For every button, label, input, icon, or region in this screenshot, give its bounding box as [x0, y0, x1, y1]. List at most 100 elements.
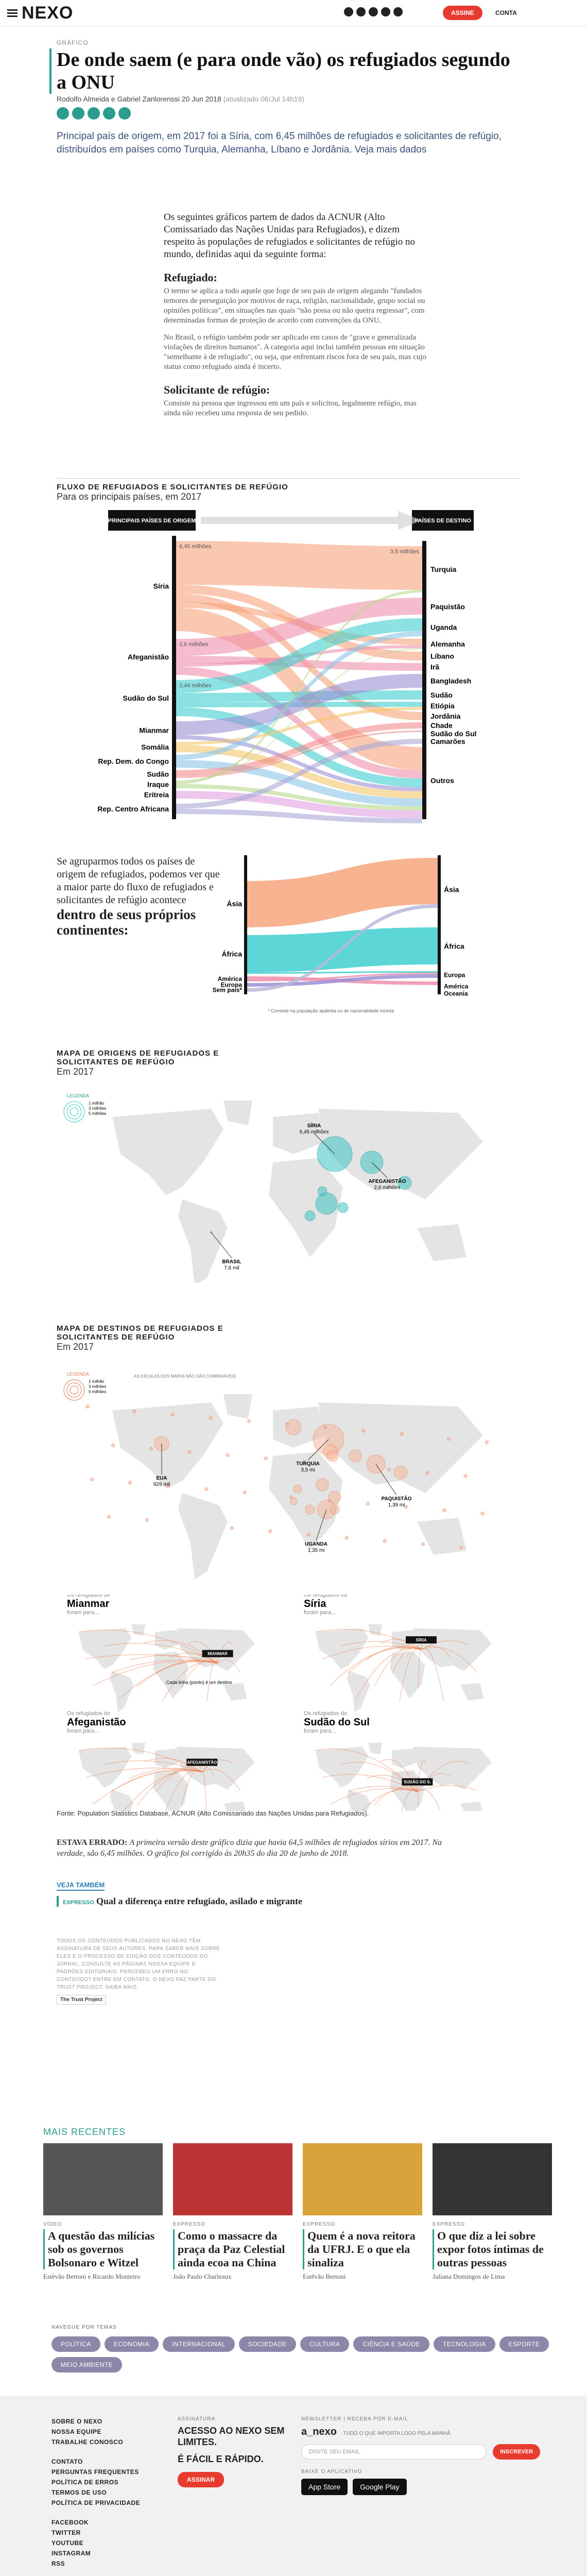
legend-label: 5 milhões: [89, 1389, 106, 1394]
news-button[interactable]: INSCREVER: [493, 2444, 541, 2460]
definition-text: No Brasil, o refúgio também pode ser apl…: [164, 333, 426, 371]
card-title: Quem é a nova reitora da UFRJ. E o que e…: [303, 2229, 422, 2269]
land: [413, 1628, 492, 1671]
recent-card[interactable]: EXPRESSO O que diz a lei sobre expor foto…: [433, 2143, 552, 2281]
recent-title: MAIS RECENTES: [43, 2127, 126, 2137]
topic-tag[interactable]: ECONOMIA: [104, 2336, 159, 2352]
legend-bubble: [63, 1379, 85, 1401]
recent-card[interactable]: EXPRESSO Quem é a nova reitora da UFRJ. E…: [303, 2143, 422, 2281]
definitions: Os seguintes gráficos partem de dados da…: [164, 211, 426, 418]
footer-link[interactable]: TWITTER: [51, 2529, 81, 2536]
footer-link[interactable]: SOBRE O NEXO: [51, 2418, 102, 2425]
thumbnail: [303, 2143, 422, 2215]
social-icon[interactable]: [356, 7, 366, 16]
small-bubble: [459, 1546, 463, 1550]
footer-link[interactable]: INSTAGRAM: [51, 2550, 91, 2557]
topic-tag[interactable]: CULTURA: [300, 2336, 350, 2352]
map-subtitle: Em 2017: [57, 1066, 94, 1077]
destination-bar: [422, 541, 426, 819]
topic-tag[interactable]: INTERNACIONAL: [163, 2336, 235, 2352]
small-bubble: [243, 1490, 247, 1495]
footer-link[interactable]: FACEBOOK: [51, 2519, 89, 2526]
footer-link[interactable]: POLÍTICA DE PRIVACIDADE: [51, 2499, 141, 2506]
sub-button[interactable]: ASSINAR: [178, 2472, 225, 2487]
destination-label: Turquia: [430, 565, 457, 573]
destination-header: PAÍSES DE DESTINO: [415, 517, 471, 524]
footer-link[interactable]: POLÍTICA DE ERROS: [51, 2479, 119, 2486]
route: [361, 1789, 418, 1811]
route: [399, 1648, 422, 1701]
small-bubble: [366, 1502, 370, 1506]
land: [176, 1628, 255, 1671]
share-icon[interactable]: [57, 107, 69, 120]
origin-label: Síria: [153, 582, 169, 590]
land: [131, 1624, 145, 1636]
share-icon[interactable]: [103, 107, 115, 120]
flow: [176, 648, 422, 782]
continent-destination: África: [444, 942, 464, 951]
footer-link[interactable]: NOSSA EQUIPE: [51, 2428, 101, 2435]
link-group: FACEBOOK TWITTER YOUTUBE INSTAGRAM RSS: [51, 2517, 165, 2569]
continent-destination: Oceania: [444, 990, 468, 997]
route: [124, 1770, 202, 1811]
social-icon[interactable]: [369, 7, 378, 16]
sub-text: É FÁCIL E RÁPIDO.: [178, 2454, 264, 2464]
footer-link[interactable]: CONTATO: [51, 2458, 83, 2465]
share-icon[interactable]: [118, 107, 131, 120]
sub-label: ASSINATURA: [178, 2416, 216, 2422]
trust-project[interactable]: The Trust Project: [57, 1995, 106, 2005]
topic-tag[interactable]: SOCIEDADE: [238, 2336, 297, 2352]
footer-link[interactable]: PERGUNTAS FREQUENTES: [51, 2468, 139, 2476]
map-title: MAPA DE DESTINOS DE REFUGIADOS E SOLICIT…: [57, 1324, 223, 1342]
subscribe-button[interactable]: ASSINE: [443, 6, 482, 20]
recent-card[interactable]: EXPRESSO Como o massacre da praça da Paz …: [173, 2143, 292, 2281]
route: [417, 1773, 452, 1792]
land: [153, 1770, 188, 1811]
menu-icon[interactable]: [7, 9, 18, 11]
errata: ESTAVA ERRADO: A primeira versão deste g…: [57, 1837, 469, 1859]
topic-tag[interactable]: POLÍTICA: [51, 2336, 100, 2352]
share-icon[interactable]: [72, 107, 84, 120]
topic-tag[interactable]: TECNOLOGIA: [433, 2336, 495, 2352]
leader: [316, 1509, 327, 1541]
topic-tag[interactable]: MEIO AMBIENTE: [51, 2357, 123, 2372]
destination-label: Outros: [430, 776, 454, 785]
route: [118, 1661, 218, 1700]
small-country: Síria: [304, 1598, 326, 1609]
footer-link[interactable]: RSS: [51, 2560, 65, 2567]
destination-label: Camarões: [430, 737, 465, 745]
topic-tag[interactable]: CIÊNCIA E SAÚDE: [353, 2336, 429, 2352]
disclaimer: TODOS OS CONTEÚDOS PUBLICADOS NO NEXO TÊ…: [57, 1938, 220, 1990]
route: [104, 1760, 202, 1773]
logo[interactable]: NEXO: [22, 3, 74, 23]
small-bubble: [128, 1481, 132, 1485]
email-input[interactable]: DIGITE SEU EMAIL: [301, 2444, 487, 2460]
share-icon[interactable]: [88, 107, 100, 120]
app-store[interactable]: App Store: [301, 2479, 348, 2495]
small-bubble: [480, 1512, 485, 1516]
small-bubble: [442, 1508, 446, 1512]
thumbnail: [43, 2143, 163, 2215]
route: [85, 1654, 218, 1664]
google-play[interactable]: Google Play: [353, 2479, 407, 2495]
origin-header: PRINCIPAIS PAÍSES DE ORIGEM: [108, 517, 196, 524]
footer-link[interactable]: TERMOS DE USO: [51, 2489, 107, 2496]
route: [341, 1641, 422, 1650]
recent-card[interactable]: VÍDEO A questão das milícias sob os gover…: [43, 2143, 163, 2281]
footer-link[interactable]: TRABALHE CONOSCO: [51, 2438, 124, 2446]
route: [401, 1789, 418, 1811]
sankey-subtitle: Para os principais países, em 2017: [57, 492, 202, 502]
see-also-link[interactable]: Qual a diferença entre refugiado, asilad…: [96, 1896, 302, 1906]
social-icon[interactable]: [381, 7, 390, 16]
route: [170, 1652, 218, 1664]
small-bubble: [170, 1413, 175, 1417]
search-icon[interactable]: [344, 7, 353, 16]
account-link[interactable]: CONTA: [495, 9, 517, 16]
land: [347, 1789, 371, 1811]
topic-tag[interactable]: ESPORTE: [499, 2336, 549, 2352]
social-icon[interactable]: [393, 7, 403, 16]
small-bubble: [327, 1498, 332, 1502]
header-box: [412, 510, 474, 531]
footer-link[interactable]: YOUTUBE: [51, 2539, 84, 2547]
